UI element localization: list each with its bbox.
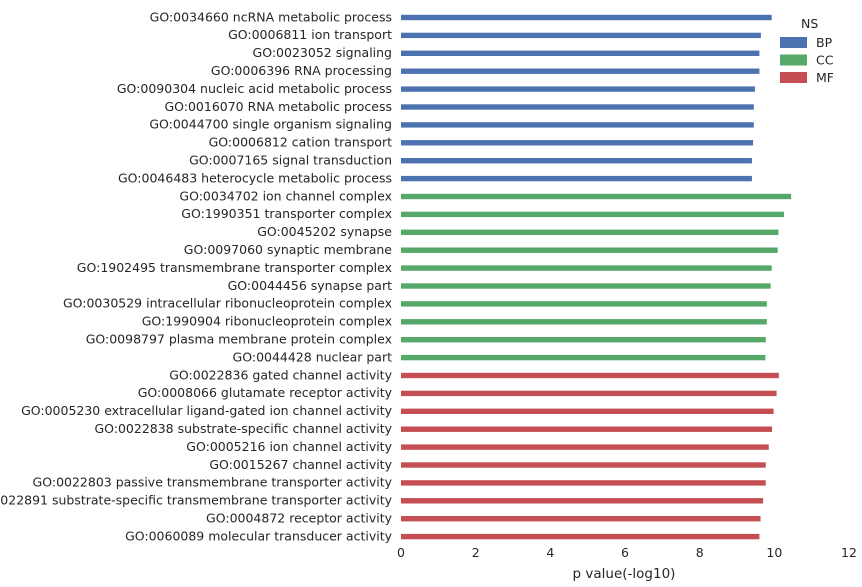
bar-mf (401, 444, 769, 450)
x-tick-label: 4 (546, 545, 554, 560)
bar-cc (401, 319, 767, 325)
category-label: GO:0022891 substrate-specific transmembr… (0, 493, 393, 508)
legend-label-cc: CC (816, 53, 834, 68)
category-label: GO:0046483 heterocycle metabolic process (118, 170, 392, 185)
category-label: GO:1990351 transporter complex (181, 206, 392, 221)
category-label: GO:1990904 ribonucleoprotein complex (142, 314, 392, 329)
bar-mf (401, 462, 766, 468)
category-label: GO:0005216 ion channel activity (186, 439, 392, 454)
legend-label-mf: MF (816, 70, 834, 85)
bar-cc (401, 265, 772, 271)
bar-mf (401, 408, 774, 414)
x-tick-label: 0 (397, 545, 405, 560)
category-label: GO:0044428 nuclear part (233, 349, 393, 364)
category-label: GO:0030529 intracellular ribonucleoprote… (63, 296, 392, 311)
category-label: GO:0022836 gated channel activity (169, 367, 392, 382)
bar-cc (401, 211, 785, 218)
legend-swatch-cc (780, 54, 807, 66)
category-label: GO:0060089 molecular transducer activity (125, 528, 393, 543)
category-label: GO:0044700 single organism signaling (149, 117, 392, 132)
bar-bp (401, 122, 754, 128)
legend-label-bp: BP (816, 35, 833, 50)
bar-bp (401, 32, 761, 39)
bar-cc (401, 247, 778, 253)
bar-mf (401, 426, 773, 432)
bar-cc (401, 193, 792, 200)
x-tick-label: 12 (841, 545, 857, 560)
legend-swatch-bp (780, 37, 807, 48)
category-label: GO:1902495 transmembrane transporter com… (77, 260, 392, 275)
category-label: GO:0007165 signal transduction (189, 153, 392, 168)
x-tick-labels: 0 2 4 6 8 10 12 (397, 545, 857, 560)
x-tick-label: 8 (696, 545, 704, 560)
bar-cc (401, 283, 771, 289)
category-label: GO:0008066 glutamate receptor activity (138, 385, 393, 400)
category-label: GO:0005230 extracellular ligand-gated io… (21, 403, 393, 418)
bar-bp (401, 158, 752, 164)
category-label: GO:0098797 plasma membrane protein compl… (86, 332, 392, 347)
x-tick-label: 2 (472, 545, 480, 560)
bar-cc (401, 301, 767, 307)
bar-mf (401, 516, 761, 522)
bar-cc (401, 229, 779, 235)
category-label: GO:0022838 substrate-specific channel ac… (94, 421, 392, 436)
bar-mf (401, 372, 779, 379)
bar-mf (401, 480, 766, 486)
bar-bp (401, 175, 752, 182)
legend: NS BP CC MF (780, 16, 834, 85)
category-label: GO:0016070 RNA metabolic process (164, 99, 392, 114)
bar-cc (401, 337, 766, 343)
category-label: GO:0045202 synapse (257, 224, 392, 239)
category-labels: GO:0034660 ncRNA metabolic process GO:000… (0, 9, 393, 543)
bars (401, 14, 792, 540)
bar-cc (401, 354, 766, 361)
category-label: GO:0034660 ncRNA metabolic process (150, 9, 392, 24)
category-label: GO:0015267 channel activity (209, 457, 392, 472)
category-label: GO:0006396 RNA processing (211, 63, 392, 78)
bar-bp (401, 68, 760, 74)
category-label: GO:0023052 signaling (253, 45, 392, 60)
category-label: GO:0034702 ion channel complex (179, 188, 392, 203)
category-label: GO:0004872 receptor activity (206, 511, 393, 526)
legend-swatch-mf (780, 72, 807, 83)
category-label: GO:0006811 ion transport (228, 27, 392, 42)
category-label: GO:0044456 synapse part (228, 278, 392, 293)
category-label: GO:0006812 cation transport (209, 135, 392, 150)
x-axis-title: p value(-log10) (573, 566, 676, 582)
bar-bp (401, 50, 760, 56)
legend-title: NS (801, 16, 818, 31)
bar-bp (401, 104, 754, 110)
x-tick-label: 10 (766, 545, 782, 560)
category-label: GO:0097060 synaptic membrane (184, 242, 393, 257)
x-tick-label: 6 (621, 545, 629, 560)
bar-mf (401, 533, 760, 540)
category-label: GO:0090304 nucleic acid metabolic proces… (117, 81, 392, 96)
category-label: GO:0022803 passive transmembrane transpo… (33, 475, 393, 490)
bar-bp (401, 86, 755, 92)
bar-bp (401, 14, 772, 21)
bar-mf (401, 498, 764, 504)
bar-mf (401, 390, 777, 397)
bar-bp (401, 140, 754, 146)
